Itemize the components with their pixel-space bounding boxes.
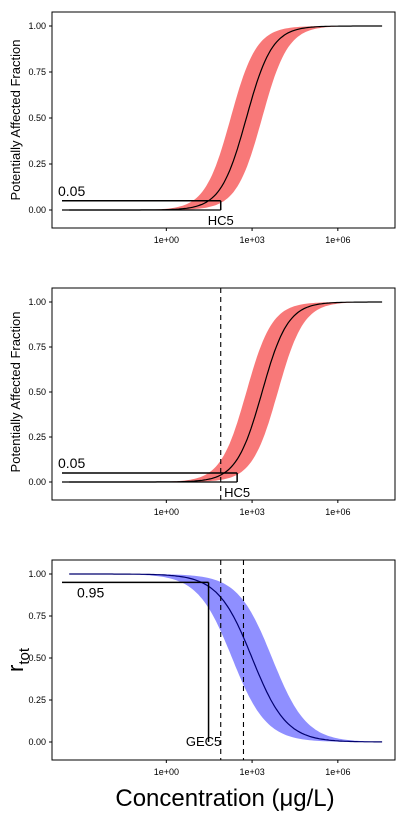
panel-2-plot-area: 0.00 0.25 0.50 0.75 1.00 1e+00 1e+03 1e+06 0.05 H…: [28, 287, 396, 517]
panel-3: rtot 0.00 0.25 0.50 0.75 1.00 1e+00 1e+03 1e+06…: [3, 559, 396, 812]
x-tick-label: 1e+00: [154, 507, 179, 517]
x-tick-label: 1e+03: [239, 507, 264, 517]
panel-3-ylabel-main: r: [3, 665, 28, 672]
y-tick-label: 0.25: [28, 159, 46, 169]
panel-3-ylabel: rtot: [3, 647, 33, 672]
y-tick-label: 0.25: [28, 695, 46, 705]
panel-3-ylabel-sub: tot: [16, 647, 33, 665]
x-tick-label: 1e+00: [154, 235, 179, 245]
y-tick-label: 1.00: [28, 21, 46, 31]
y-tick-label: 0.00: [28, 205, 46, 215]
y-tick-label: 0.50: [28, 653, 46, 663]
hc-label: HC5: [224, 485, 250, 500]
panel-2-frame: [51, 287, 396, 501]
x-tick-label: 1e+06: [325, 767, 350, 777]
panel-1-ylabel: Potentially Affected Fraction: [8, 40, 23, 201]
hc-label: HC5: [208, 213, 234, 228]
y-tick-label: 0.75: [28, 342, 46, 352]
x-tick-label: 1e+00: [154, 767, 179, 777]
gec-label: GEC5: [186, 734, 221, 749]
panel-3-frame: [51, 559, 396, 761]
y-tick-label: 0.50: [28, 387, 46, 397]
y-tick-label: 0.50: [28, 113, 46, 123]
confidence-band: [69, 574, 383, 742]
panel-1-plot-area: 0.00 0.25 0.50 0.75 1.00 1e+00 1e+03 1e+06 0.05 H…: [28, 11, 396, 245]
threshold-label: 0.05: [58, 455, 85, 471]
confidence-band: [69, 302, 383, 482]
panel-1-frame: [51, 11, 396, 229]
panel-2: Potentially Affected Fraction 0.000.250.…: [8, 287, 396, 517]
confidence-band: [69, 26, 383, 210]
panel-3-plot-area: 0.00 0.25 0.50 0.75 1.00 1e+00 1e+03 1e+06 0.95 G…: [28, 559, 396, 777]
y-tick-label: 1.00: [28, 297, 46, 307]
threshold-label: 0.95: [77, 584, 104, 600]
y-tick-label: 0.25: [28, 432, 46, 442]
y-tick-label: 1.00: [28, 569, 46, 579]
x-tick-label: 1e+06: [325, 235, 350, 245]
x-tick-label: 1e+03: [239, 235, 264, 245]
y-tick-label: 0.00: [28, 477, 46, 487]
panel-1: Potentially Affected Fraction 0.000.250.…: [8, 11, 396, 245]
x-tick-label: 1e+06: [325, 507, 350, 517]
x-tick-label: 1e+03: [239, 767, 264, 777]
median-curve: [69, 573, 383, 743]
x-axis-label: Concentration (μg/L): [115, 785, 334, 812]
y-tick-label: 0.75: [28, 611, 46, 621]
threshold-label: 0.05: [58, 183, 85, 199]
y-tick-label: 0.75: [28, 67, 46, 77]
panel-2-ylabel: Potentially Affected Fraction: [8, 312, 23, 473]
y-tick-label: 0.00: [28, 737, 46, 747]
